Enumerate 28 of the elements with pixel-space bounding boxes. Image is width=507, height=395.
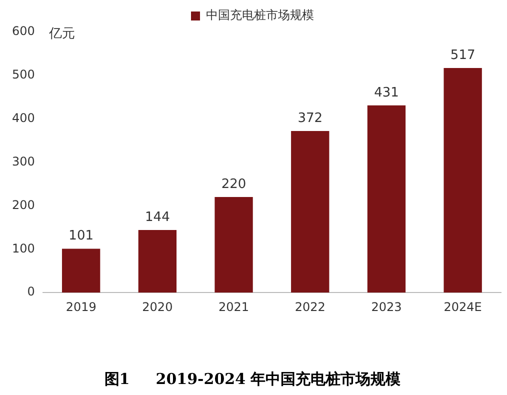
- text: 图1 2019-2024 年中国充电桩市场规模: [104, 370, 402, 388]
- bar: [291, 131, 330, 293]
- y-axis-title: 亿元: [48, 26, 75, 42]
- bar: [444, 68, 482, 293]
- data-label: 372: [298, 110, 323, 126]
- data-label: 431: [374, 85, 399, 100]
- x-tick-label: 2024E: [444, 300, 482, 314]
- bar: [138, 230, 177, 293]
- x-tick-label: 2023: [371, 300, 402, 314]
- data-label: 144: [145, 210, 170, 225]
- y-tick-label: 0: [27, 284, 35, 299]
- x-tick-label: 2022: [294, 300, 326, 314]
- y-tick-label: 500: [12, 68, 35, 82]
- x-tick-label: 2020: [142, 300, 173, 314]
- data-label: 101: [68, 228, 94, 244]
- bar: [62, 248, 100, 293]
- bar: [214, 197, 253, 293]
- x-tick-label: 2021: [218, 300, 250, 314]
- y-tick-label: 200: [12, 198, 35, 212]
- bar: [367, 105, 406, 293]
- data-label: 517: [450, 48, 476, 63]
- y-tick-label: 600: [12, 24, 35, 38]
- data-label: 220: [221, 176, 246, 192]
- x-tick-label: 2019: [66, 300, 96, 314]
- y-tick-label: 100: [12, 241, 35, 256]
- legend-label: 中国充电桩市场规模: [206, 8, 314, 22]
- y-tick-label: 300: [12, 154, 35, 168]
- y-tick-label: 400: [12, 110, 35, 125]
